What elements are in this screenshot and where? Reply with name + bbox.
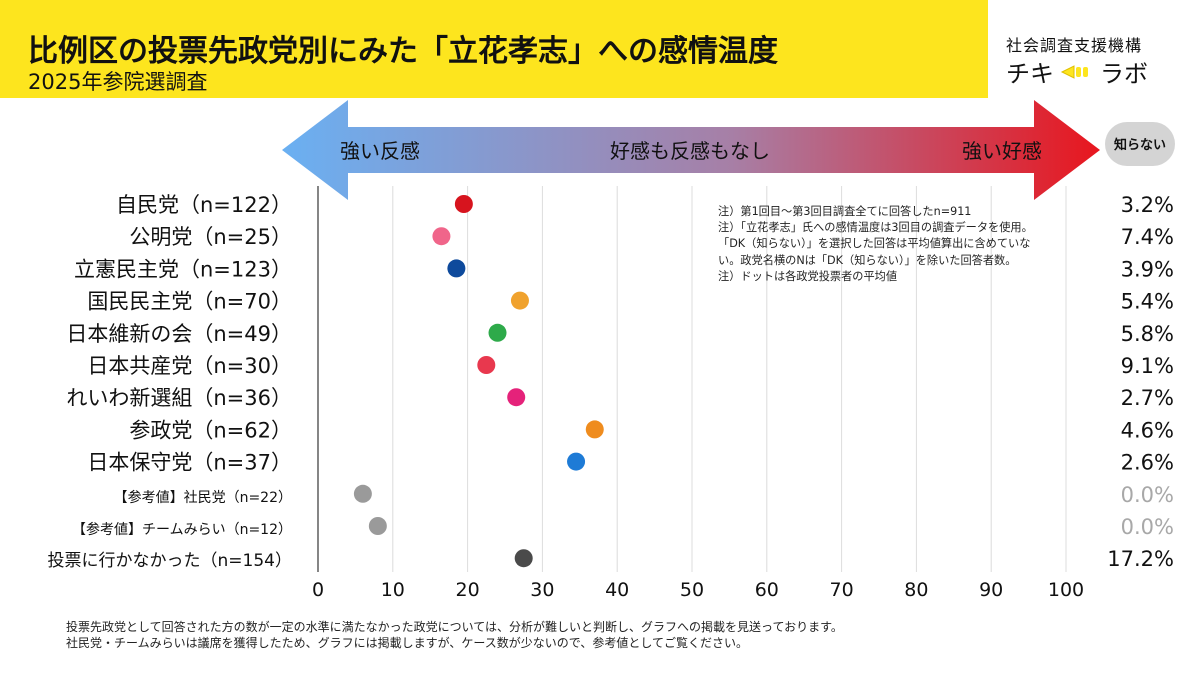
page-title: 比例区の投票先政党別にみた「立花孝志」への感情温度 [28, 34, 778, 69]
note-line: 注）ドットは各政党投票者の平均値 [718, 269, 898, 283]
row-label: 【参考値】社民党（n=22） [114, 489, 292, 506]
dk-percent: 5.8% [1121, 322, 1174, 346]
footnote-line: 社民党・チームみらいは議席を獲得したため、グラフには掲載しますが、ケース数が少な… [66, 636, 748, 650]
data-point [477, 356, 496, 374]
x-tick-label: 80 [904, 579, 928, 601]
data-point [507, 388, 526, 407]
x-tick-label: 20 [456, 579, 480, 601]
data-point [432, 227, 451, 246]
scale-label-center: 好感も反感もなし [610, 139, 770, 163]
dk-badge-label: 知らない [1114, 137, 1166, 153]
dk-percent: 9.1% [1121, 354, 1174, 378]
x-tick-label: 0 [312, 579, 324, 601]
note-line: 注）第1回目〜第3回目調査全てに回答したn=911 [718, 205, 972, 218]
row-label: 国民民主党（n=70） [87, 290, 292, 314]
note-line: い。政党名横のNは「DK（知らない）」を除いた回答者数。 [718, 253, 1017, 267]
row-label: 自民党（n=122） [116, 193, 292, 217]
x-tick-label: 10 [381, 579, 405, 601]
footnote-line: 投票先政党として回答された方の数が一定の水準に満たなかった政党については、分析が… [66, 620, 843, 634]
x-tick-label: 70 [830, 579, 854, 601]
note-line: 注）「立花孝志」氏への感情温度は3回目の調査データを使用。 [718, 221, 1033, 235]
row-label: 投票に行かなかった（n=154） [48, 551, 292, 571]
x-tick-label: 60 [755, 579, 779, 601]
data-point [514, 549, 533, 568]
x-tick-label: 100 [1048, 579, 1084, 601]
data-point [488, 323, 507, 342]
header-banner [0, 0, 988, 98]
row-label: 日本保守党（n=37） [87, 451, 292, 475]
data-point [585, 420, 604, 439]
row-label: 参政党（n=62） [129, 418, 292, 442]
dk-percent: 5.4% [1121, 290, 1174, 314]
dk-percent: 4.6% [1121, 418, 1174, 442]
row-label: 公明党（n=25） [129, 225, 292, 249]
dk-percent: 7.4% [1121, 225, 1174, 249]
dk-percent: 2.7% [1121, 386, 1174, 410]
sentiment-scale-arrow [282, 100, 1100, 200]
data-point [447, 259, 466, 278]
methodology-notes: 注）第1回目〜第3回目調査全てに回答したn=911 注）「立花孝志」氏への感情温… [718, 204, 1090, 285]
data-point [454, 195, 473, 213]
x-tick-label: 40 [605, 579, 629, 601]
dk-percent: 3.9% [1121, 257, 1174, 281]
x-tick-label: 90 [979, 579, 1003, 601]
data-point [353, 484, 372, 503]
x-tick-label: 50 [680, 579, 704, 601]
scale-label-right: 強い好感 [962, 139, 1042, 163]
brand-megaphone-icon [1060, 64, 1094, 80]
row-label: 日本共産党（n=30） [87, 354, 292, 378]
scale-label-left: 強い反感 [340, 139, 420, 163]
brand-logo-left: チキ [1006, 60, 1054, 88]
data-point [567, 452, 586, 471]
dk-percent: 0.0% [1121, 483, 1174, 507]
row-label: 立憲民主党（n=123） [74, 257, 292, 281]
row-label: 【参考値】チームみらい（n=12） [72, 521, 292, 538]
brand-logo: チキ ラボ [1006, 54, 1148, 89]
dk-badge [1105, 122, 1175, 166]
dk-percent: 3.2% [1121, 193, 1174, 217]
brand-logo-right: ラボ [1100, 60, 1148, 88]
row-label: れいわ新選組（n=36） [66, 386, 292, 410]
x-tick-label: 30 [530, 579, 554, 601]
dk-percent: 0.0% [1121, 515, 1174, 539]
data-point [510, 291, 529, 310]
dk-percent: 2.6% [1121, 451, 1174, 475]
dk-percent: 17.2% [1107, 547, 1174, 571]
page-subtitle: 2025年参院選調査 [28, 70, 208, 94]
data-point [368, 517, 387, 535]
row-label: 日本維新の会（n=49） [66, 322, 292, 346]
note-line: 「DK（知らない）」を選択した回答は平均値算出に含めていな [718, 237, 1031, 251]
brand-org-name: 社会調査支援機構 [1006, 36, 1143, 55]
